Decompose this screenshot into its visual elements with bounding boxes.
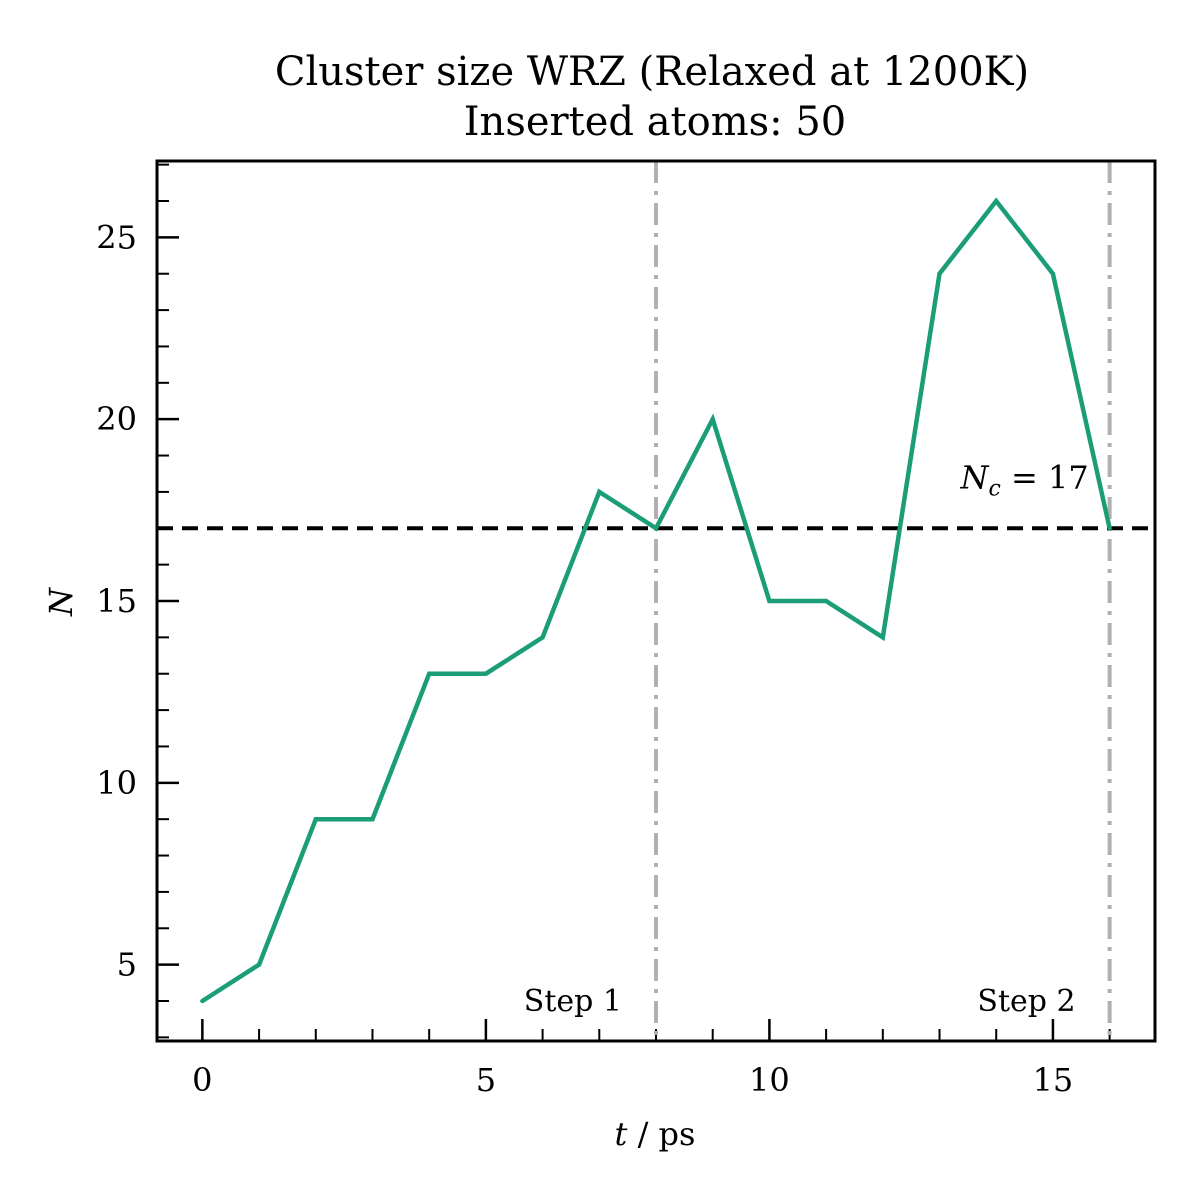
x-tick-label: 10 [749,1061,790,1099]
data-point [767,598,772,604]
data-point [994,198,999,204]
chart-title: Cluster size WRZ (Relaxed at 1200K) [275,49,1029,95]
data-point [1050,271,1056,276]
data-point [597,489,602,495]
x-axis-label: t / ps [615,1115,696,1153]
data-point [1107,526,1112,531]
y-axis-label: N [42,587,80,617]
plot-area: 0 5 10 15 5 10 15 20 25 Nc = 17 Step 1 Step 2 [96,161,1155,1099]
reference-label-variable: N [959,458,989,496]
reference-line-label: Nc = 17 [959,458,1088,501]
y-tick-label: 10 [96,764,137,802]
x-tick-label: 15 [1033,1061,1074,1099]
step-marker-label: Step 2 [977,984,1075,1019]
data-point [880,635,886,640]
data-point [313,816,318,822]
data-point [426,671,432,676]
data-point [483,671,489,676]
y-tick-label: 15 [96,582,137,620]
chart-subtitle: Inserted atoms: 50 [464,99,847,145]
x-axis-unit: / ps [627,1115,695,1153]
data-point [710,416,715,422]
data-point [937,271,942,276]
data-point [200,998,205,1004]
y-tick-label: 25 [96,218,137,256]
data-point [653,526,659,531]
step-marker-label: Step 1 [524,984,622,1019]
x-axis-variable: t [615,1115,628,1153]
y-tick-label: 5 [117,946,137,984]
reference-label-subscript: c [988,476,1000,501]
x-tick-label: 5 [476,1061,496,1099]
y-tick-label: 20 [96,400,137,438]
plot-frame [155,159,1157,1043]
data-point [823,598,829,604]
data-point [370,816,375,822]
data-point [540,635,545,640]
x-tick-label: 0 [192,1061,212,1099]
data-point [256,962,262,967]
reference-label-value: = 17 [1001,458,1089,496]
